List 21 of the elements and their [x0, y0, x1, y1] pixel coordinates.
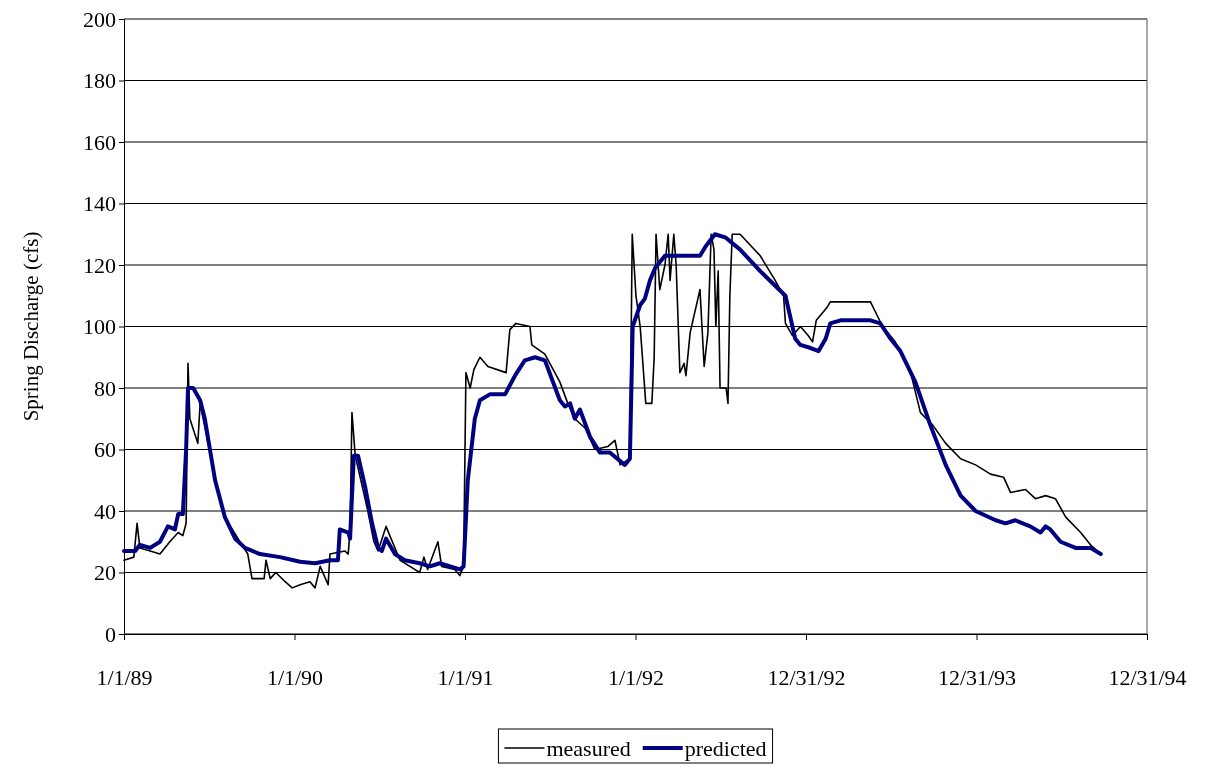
y-tick-label: 180 — [83, 68, 116, 94]
x-tick-label: 1/1/92 — [607, 664, 665, 690]
y-axis-title: Spring Discharge (cfs) — [19, 231, 43, 422]
legend-label: measured — [546, 736, 631, 761]
legend-label: predicted — [684, 736, 767, 761]
x-tick-label: 12/31/93 — [937, 664, 1017, 690]
x-tick-label: 12/31/92 — [767, 664, 846, 690]
y-tick-label: 140 — [83, 191, 116, 217]
x-tick-label: 1/1/91 — [437, 664, 494, 690]
y-tick-label: 40 — [94, 498, 116, 524]
y-tick-label: 20 — [94, 560, 116, 586]
y-tick-label: 200 — [83, 6, 116, 32]
x-tick-label: 1/1/90 — [266, 664, 324, 690]
y-tick-label: 80 — [94, 375, 116, 401]
y-tick-label: 100 — [83, 314, 116, 340]
x-tick-label: 12/31/94 — [1108, 664, 1187, 690]
y-tick-label: 120 — [83, 252, 116, 278]
y-tick-label: 160 — [83, 129, 116, 155]
y-tick-label: 0 — [105, 621, 116, 647]
y-tick-label: 60 — [94, 437, 116, 463]
x-tick-label: 1/1/89 — [96, 664, 153, 690]
